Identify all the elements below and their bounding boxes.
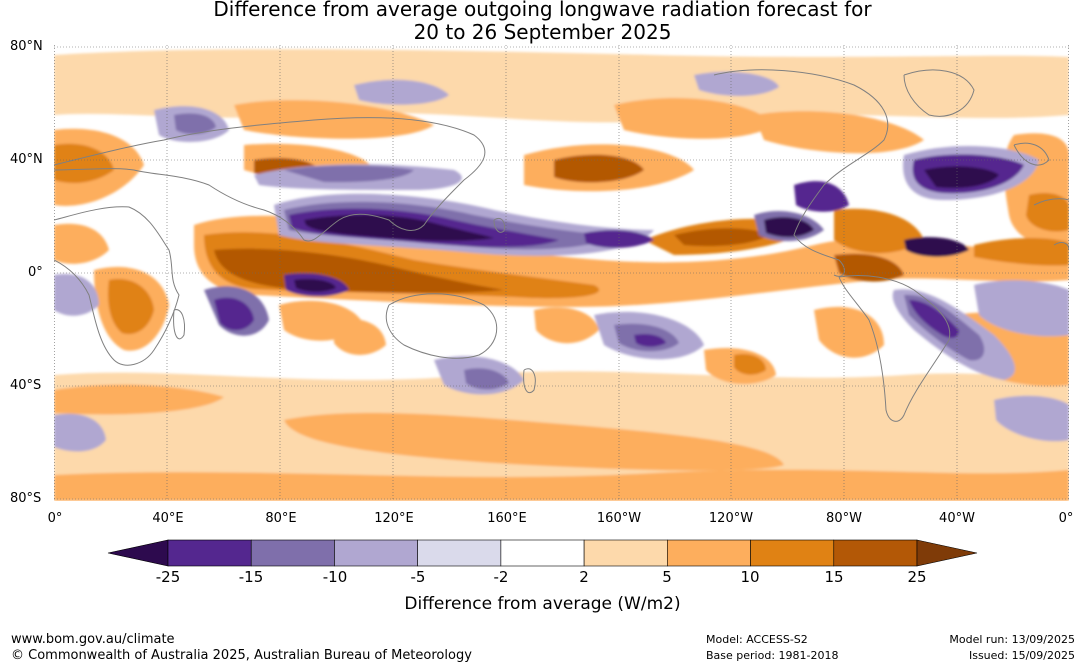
colorbar-tick: -15: [238, 568, 264, 586]
colorbar-swatch: [583, 539, 668, 567]
source-url: www.bom.gov.au/climate: [11, 632, 175, 647]
map-title-line-1: Difference from average outgoing longwav…: [213, 0, 872, 21]
lon-label-0-left: 0°: [47, 511, 63, 526]
coastlines: [54, 69, 1069, 422]
model-run-date: Model run: 13/09/2025: [949, 633, 1075, 646]
colorbar-tick: 25: [907, 568, 927, 586]
colorbar-extend-high: [916, 539, 978, 567]
lon-label-120w: 120°W: [708, 511, 754, 526]
colorbar-swatch: [667, 539, 751, 567]
colorbar-tick: -10: [322, 568, 348, 586]
lat-label-40s: 40°S: [10, 378, 42, 393]
map-title-line-2: 20 to 26 September 2025: [413, 20, 672, 44]
lon-label-160w: 160°W: [596, 511, 642, 526]
colorbar-extend-low: [107, 539, 169, 567]
colorbar-swatch: [750, 539, 835, 567]
colorbar-tick: 2: [579, 568, 589, 586]
colorbar-tick: 15: [824, 568, 844, 586]
colorbar-swatch: [334, 539, 418, 567]
base-period: Base period: 1981-2018: [706, 649, 839, 662]
colorbar-tick: -5: [410, 568, 426, 586]
copyright-text: © Commonwealth of Australia 2025, Austra…: [11, 648, 472, 663]
lon-label-80w: 80°W: [826, 511, 862, 526]
colorbar-swatch: [167, 539, 252, 567]
olr-anomaly-map: [54, 45, 1069, 501]
colorbar-tick: -25: [155, 568, 181, 586]
lat-label-80s: 80°S: [10, 491, 42, 506]
lon-label-40w: 40°W: [939, 511, 975, 526]
colorbar-swatch: [833, 539, 918, 567]
lat-label-80n: 80°N: [10, 39, 43, 54]
olr-anomaly-field: [54, 45, 1069, 501]
issued-date: Issued: 15/09/2025: [968, 649, 1075, 662]
model-name: Model: ACCESS-S2: [706, 633, 808, 646]
colorbar-tick: -2: [493, 568, 509, 586]
anomaly-shading: [54, 49, 1069, 501]
colorbar-tick: 10: [740, 568, 760, 586]
lon-label-160e: 160°E: [487, 511, 527, 526]
lon-label-120e: 120°E: [374, 511, 414, 526]
lon-label-40e: 40°E: [152, 511, 184, 526]
lon-label-0-right: 0°: [1058, 511, 1074, 526]
lat-label-40n: 40°N: [10, 152, 43, 167]
graticule: [54, 45, 1069, 501]
lon-label-80e: 80°E: [265, 511, 297, 526]
colorbar-swatch: [500, 539, 585, 567]
colorbar: [107, 539, 978, 567]
lat-label-equator: 0°: [28, 265, 43, 280]
colorbar-swatch: [417, 539, 502, 567]
colorbar-tick: 5: [662, 568, 672, 586]
colorbar-title: Difference from average (W/m2): [404, 594, 681, 614]
colorbar-swatch: [250, 539, 335, 567]
